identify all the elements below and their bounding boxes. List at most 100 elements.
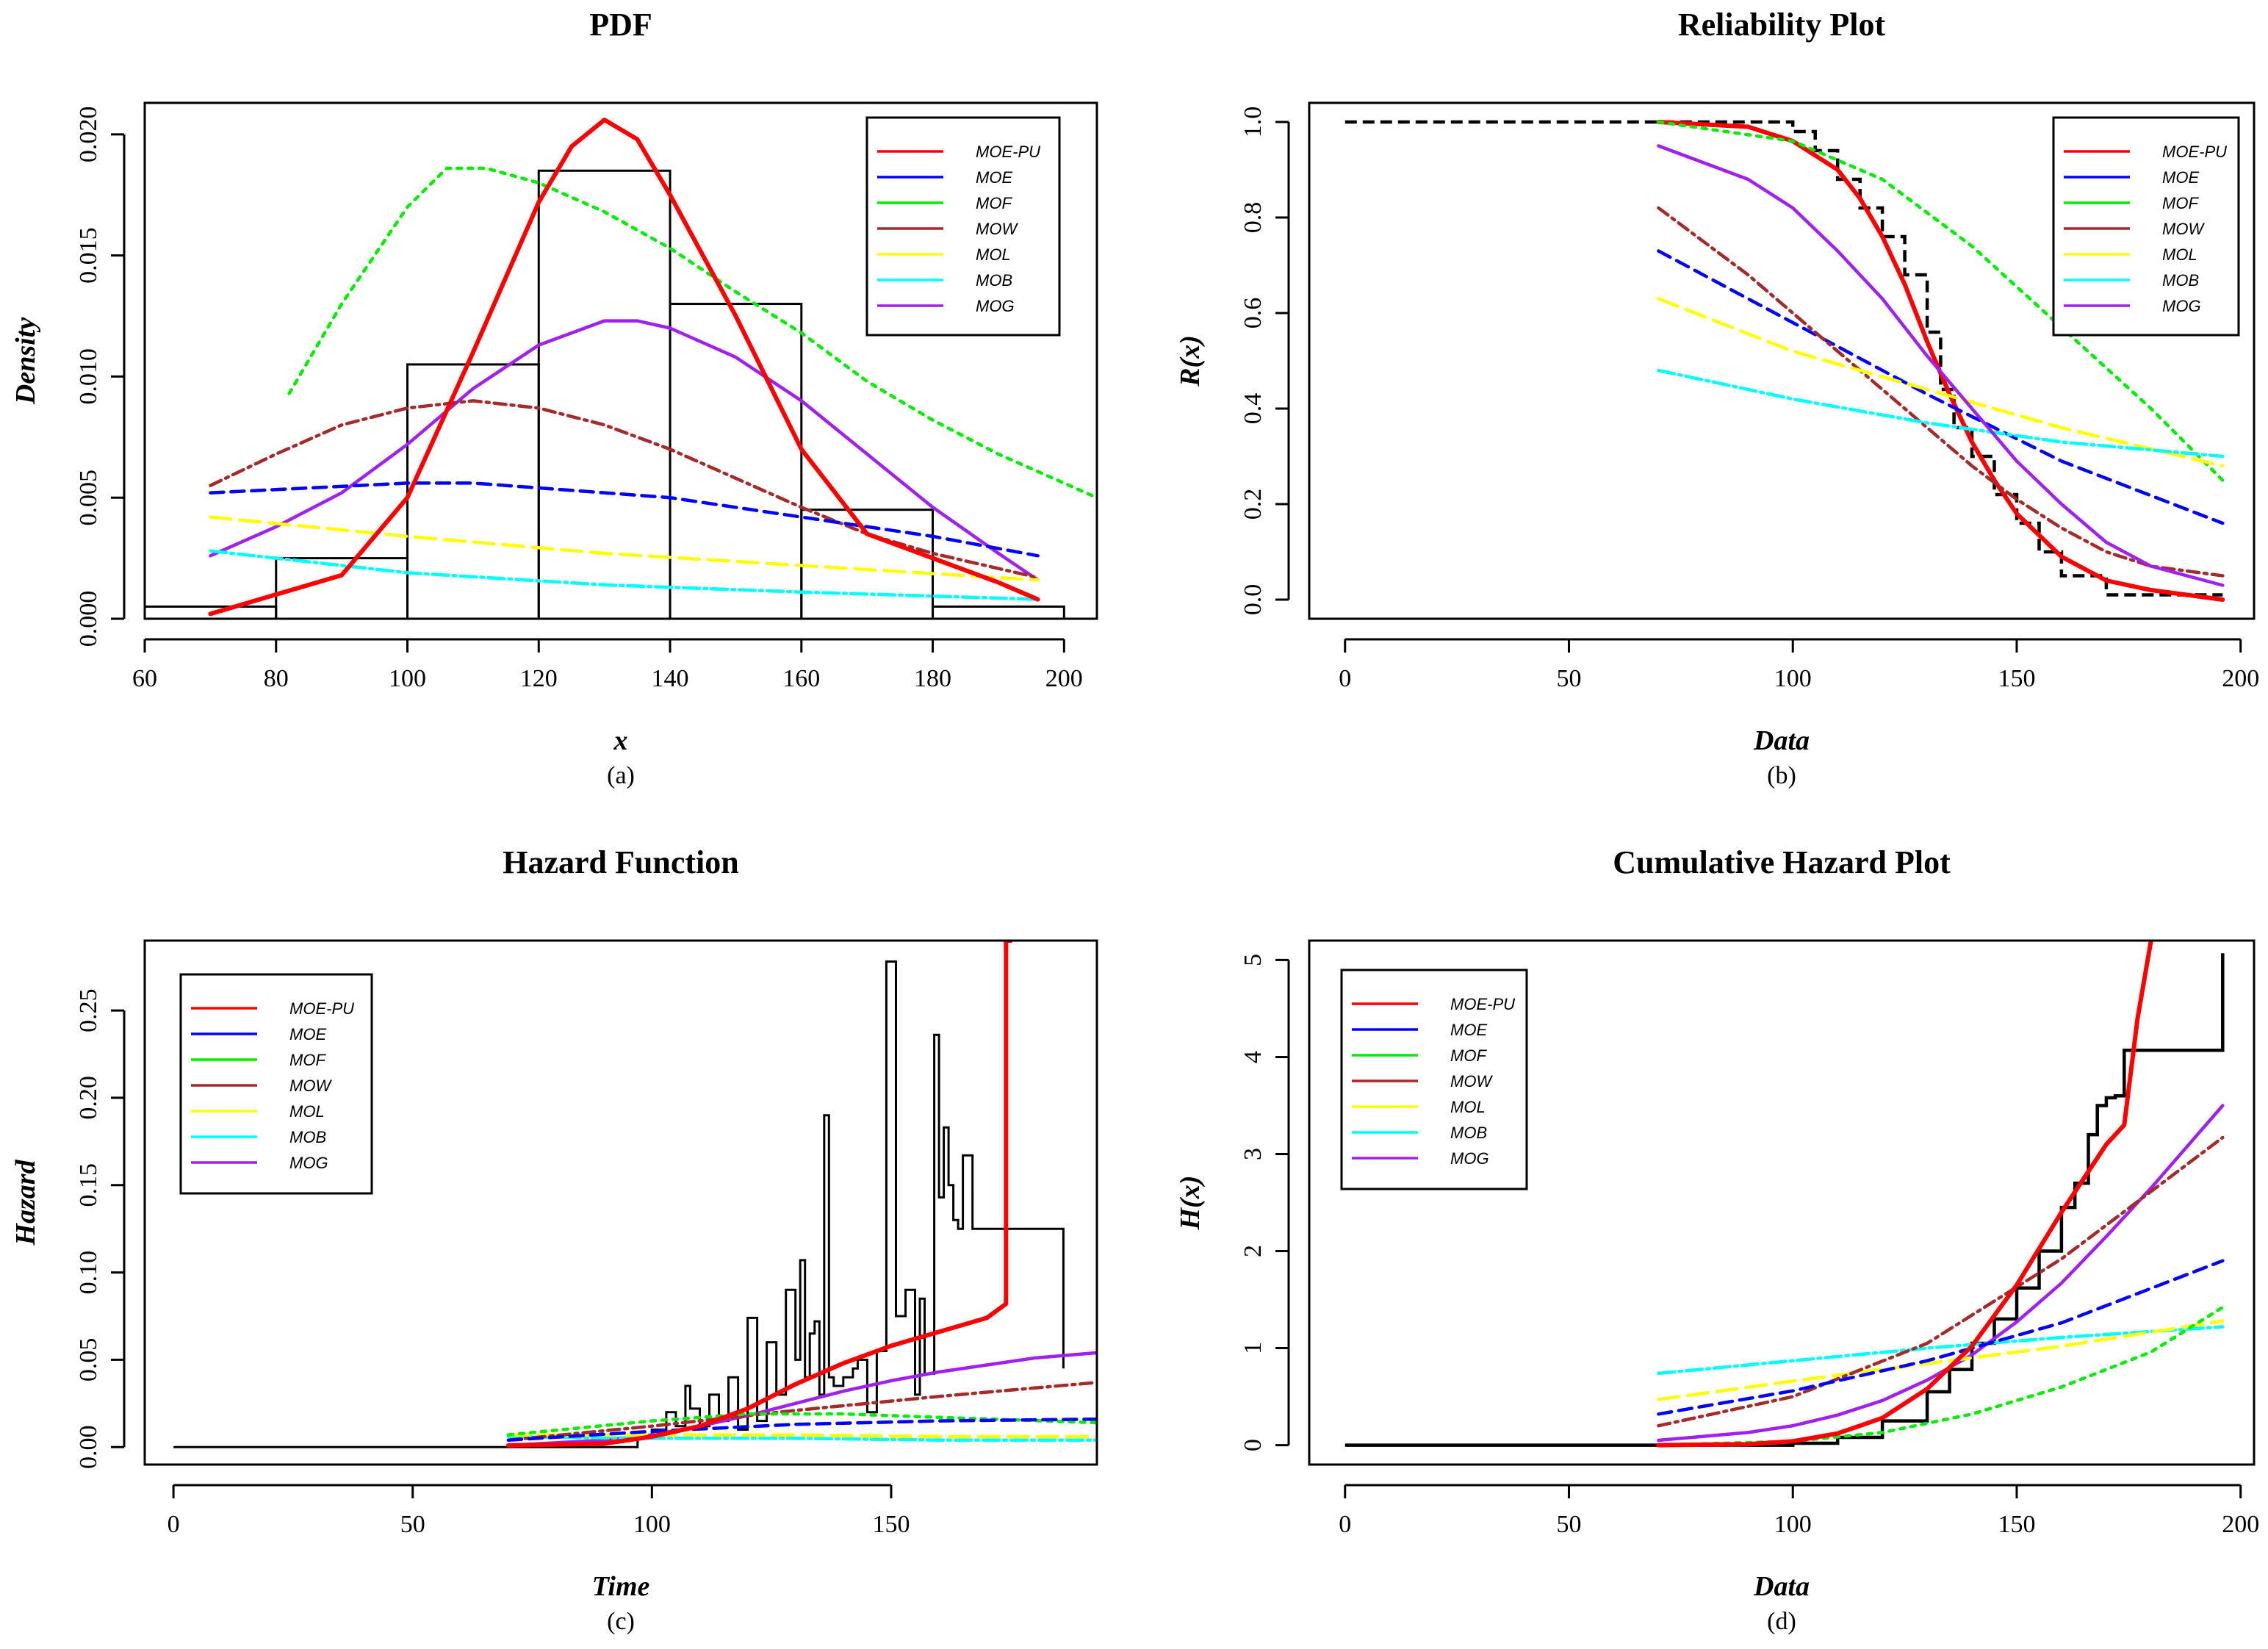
x-tick-label: 150: [1998, 1511, 2035, 1538]
series-mob: [1657, 1325, 2225, 1376]
legend-label: MOB: [1450, 1124, 1487, 1142]
y-tick-label: 0.015: [75, 227, 102, 284]
legend: MOE-PU MOE MOF MOW MOL MOB MOG: [1340, 969, 1528, 1190]
legend-label: MOG: [1450, 1149, 1489, 1168]
legend-label: MOE-PU: [2162, 143, 2227, 161]
series-mow: [1657, 206, 2225, 578]
plot-frame: [143, 101, 1098, 620]
y-tick-label: 0.0: [1239, 584, 1267, 616]
legend-box: [179, 973, 373, 1195]
series-mow: [1657, 1135, 2225, 1428]
legend-label: MOB: [976, 271, 1012, 290]
legend-label: MOE: [289, 1025, 326, 1043]
y-tick-label: 0.000: [75, 591, 102, 647]
y-tick-label: 0.6: [1239, 298, 1267, 329]
y-tick-label: 5: [1239, 954, 1267, 966]
legend-label: MOB: [289, 1128, 326, 1146]
legend-label: MOB: [2162, 271, 2199, 290]
panel-b: Reliability Plot Data (b) R(x) 0 50 100 150 200 0…: [1175, 7, 2259, 789]
legend-label: MOE-PU: [289, 999, 354, 1018]
y-tick-label: 1.0: [1239, 107, 1267, 138]
plot-frame: [1308, 939, 2256, 1466]
series-mof: [506, 1412, 1097, 1437]
series-mow: [209, 399, 1040, 580]
legend-label: MOW: [289, 1077, 332, 1095]
histogram-bar: [669, 303, 803, 619]
x-tick-label: 100: [1774, 1511, 1812, 1538]
panel-caption: (b): [1767, 762, 1796, 789]
panel-caption: (d): [1767, 1608, 1796, 1635]
empirical-curve: [1344, 120, 2223, 597]
chart-title: Hazard Function: [503, 844, 738, 880]
x-tick-label: 80: [264, 665, 289, 692]
legend-label: MOW: [976, 220, 1018, 238]
legend-label: MOW: [2162, 220, 2205, 238]
legend-label: MOL: [976, 245, 1011, 264]
y-tick-label: 0.020: [75, 107, 102, 163]
legend-label: MOF: [976, 194, 1012, 212]
x-axis-label: Time: [592, 1571, 650, 1602]
legend-label: MOE-PU: [1450, 995, 1515, 1013]
legend-box: [2052, 116, 2240, 337]
series-mol: [1657, 297, 2225, 468]
series-moe-pu: [208, 118, 1040, 617]
legend-label: MOE-PU: [976, 143, 1040, 161]
x-tick-label: 50: [400, 1511, 425, 1538]
legend-label: MOG: [289, 1154, 328, 1172]
y-tick-label: 0.005: [75, 470, 102, 526]
x-tick-label: 0: [168, 1511, 180, 1538]
x-axis-label: Data: [1753, 1571, 1810, 1602]
x-tick-label: 200: [2222, 665, 2259, 692]
plot-area: [1344, 120, 2225, 602]
legend: MOE-PU MOE MOF MOW MOL MOB MOG: [179, 973, 373, 1195]
legend-box: [865, 116, 1061, 337]
series-mob: [209, 549, 1040, 601]
legend-label: MOE: [2162, 168, 2199, 187]
series-moe-pu: [1656, 941, 2153, 1448]
x-tick-label: 50: [1556, 665, 1581, 692]
plot-frame: [143, 939, 1098, 1466]
y-axis-label: R(x): [1175, 335, 1206, 387]
series-mol: [209, 515, 1040, 582]
y-tick-label: 0.010: [75, 348, 102, 405]
plot-area: [173, 941, 1097, 1448]
series-mog: [1657, 1104, 2225, 1443]
y-tick-label: 3: [1239, 1148, 1267, 1160]
legend-label: MOG: [976, 297, 1015, 315]
legend-label: MOE: [1450, 1021, 1487, 1039]
x-tick-label: 50: [1556, 1511, 1581, 1538]
legend-label: MOF: [289, 1051, 326, 1069]
plot-area: [145, 118, 1097, 619]
series-mol: [1657, 1319, 2225, 1401]
y-tick-label: 0.25: [75, 988, 102, 1032]
x-tick-label: 200: [2222, 1511, 2259, 1538]
y-axis-label: Hazard: [10, 1159, 41, 1246]
series-mob: [1657, 368, 2225, 459]
x-tick-label: 180: [914, 665, 951, 692]
chart-title: Reliability Plot: [1678, 7, 1886, 43]
y-tick-label: 0.8: [1239, 202, 1267, 234]
legend-label: MOL: [289, 1102, 325, 1121]
y-tick-label: 0.15: [75, 1163, 102, 1207]
x-tick-label: 60: [132, 665, 157, 692]
legend-label: MOL: [1450, 1098, 1486, 1116]
legend-label: MOE: [976, 168, 1012, 187]
plot-area: [1344, 941, 2225, 1448]
y-tick-label: 0: [1239, 1439, 1267, 1451]
y-axis-label: H(x): [1175, 1176, 1206, 1231]
x-tick-label: 100: [633, 1511, 671, 1538]
series-moe: [209, 481, 1040, 558]
legend-label: MOG: [2162, 297, 2201, 315]
legend-label: MOF: [1450, 1046, 1487, 1065]
x-axis-label: x: [613, 725, 628, 756]
empirical-curve: [1344, 953, 2225, 1447]
x-tick-label: 0: [1339, 1511, 1351, 1538]
y-tick-label: 2: [1239, 1245, 1267, 1257]
series-mof: [1657, 120, 2225, 482]
x-tick-label: 120: [520, 665, 558, 692]
panel-a: PDF x (a) Density 60 80 100 120 140 160 180 200 0.00…: [10, 7, 1098, 789]
x-tick-label: 150: [872, 1511, 910, 1538]
series-mof: [287, 166, 1097, 500]
panel-caption: (c): [607, 1608, 635, 1635]
